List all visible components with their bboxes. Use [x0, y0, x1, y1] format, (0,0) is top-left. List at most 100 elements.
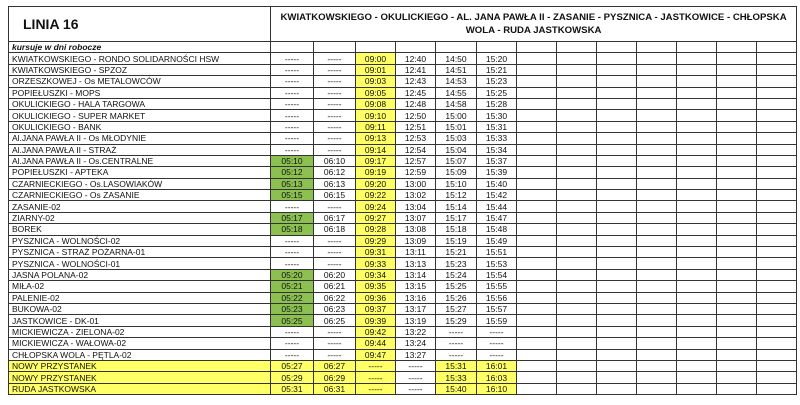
empty-cell: [676, 337, 717, 350]
empty-cell: [516, 234, 557, 248]
empty-cell: [716, 314, 757, 327]
stop-row: JASTKOWICE - DK-01 05:25 06:25 09:39 13:19 15…: [8, 314, 798, 327]
empty-cell: [596, 97, 637, 111]
departure-time: 09:14: [355, 143, 396, 156]
departure-time: 13:08: [395, 223, 436, 236]
departure-time: 15:21: [435, 246, 477, 259]
departure-time: -----: [355, 371, 396, 384]
stop-row: PYSZNICA - WOLNOŚCI-02 ----- ----- 09:29 13:…: [8, 234, 798, 248]
empty-cell: [516, 109, 557, 122]
departure-time: 15:18: [435, 223, 477, 236]
empty-cell: [636, 200, 677, 213]
departure-time: 05:27: [270, 359, 314, 373]
empty-cell: [516, 132, 557, 145]
departure-time: 15:33: [476, 132, 517, 145]
stop-row: ZASANIE-02 ----- ----- 09:24 13:04 15:14 15:44: [8, 200, 798, 213]
empty-cell: [676, 40, 717, 54]
empty-cell: [556, 154, 597, 168]
stop-row: NOWY PRZYSTANEK 05:29 06:29 ----- ----- 15:33…: [8, 371, 798, 384]
departure-time: 06:22: [313, 291, 356, 305]
departure-time: 15:44: [476, 200, 517, 213]
departure-time: 15:31: [476, 120, 517, 134]
departure-time: -----: [355, 382, 396, 396]
stop-name: PYSZNICA - WOLNOŚCI-01: [8, 257, 271, 270]
empty-cell: [676, 120, 717, 134]
departure-time: 13:14: [395, 268, 436, 282]
empty-cell: [516, 268, 557, 282]
departure-time: 15:48: [476, 223, 517, 236]
departure-time: 05:23: [270, 302, 314, 316]
empty-cell: [755, 154, 798, 168]
departure-time: 13:17: [395, 302, 436, 316]
empty-cell: [636, 337, 677, 350]
empty-cell: [716, 86, 757, 99]
empty-cell: [556, 257, 597, 270]
empty-cell: [755, 280, 798, 293]
departure-time: 12:57: [395, 154, 436, 168]
empty-cell: [676, 211, 717, 225]
empty-cell: [516, 325, 557, 339]
empty-cell: [716, 257, 757, 270]
departure-time: 16:01: [476, 359, 517, 373]
empty-cell: [556, 97, 597, 111]
empty-cell: [636, 234, 677, 248]
empty-cell: [716, 291, 757, 305]
departure-time: -----: [395, 382, 436, 396]
empty-cell: [676, 200, 717, 213]
stop-row: NOWY PRZYSTANEK 05:27 06:27 ----- ----- 15:31…: [8, 359, 798, 373]
departure-time: 13:27: [395, 348, 436, 361]
departure-time: 09:42: [355, 325, 396, 339]
empty-cell: [636, 143, 677, 156]
departure-time: 13:11: [395, 246, 436, 259]
empty-cell: [716, 337, 757, 350]
departure-time: 06:15: [313, 189, 356, 202]
empty-cell: [716, 359, 757, 373]
departure-time: 15:00: [435, 109, 477, 122]
empty-cell: [676, 348, 717, 361]
empty-cell: [435, 40, 477, 54]
timetable-body: LINIA 16 KWIATKOWSKIEGO - OKULICKIEGO - …: [8, 6, 798, 396]
empty-cell: [716, 200, 757, 213]
empty-cell: [716, 63, 757, 77]
empty-cell: [596, 166, 637, 179]
stop-row: POPIEŁUSZKI - APTEKA 05:12 06:12 09:19 12:59…: [8, 166, 798, 179]
empty-cell: [676, 166, 717, 179]
departure-time: 09:08: [355, 97, 396, 111]
departure-time: -----: [313, 52, 356, 65]
empty-cell: [636, 302, 677, 316]
empty-cell: [716, 52, 757, 65]
departure-time: -----: [395, 371, 436, 384]
empty-cell: [716, 302, 757, 316]
empty-cell: [755, 325, 798, 339]
empty-cell: [556, 325, 597, 339]
departure-time: 09:28: [355, 223, 396, 236]
empty-cell: [596, 177, 637, 191]
departure-time: -----: [270, 348, 314, 361]
empty-cell: [755, 166, 798, 179]
stop-name: NOWY PRZYSTANEK: [8, 371, 271, 384]
departure-time: 15:19: [435, 234, 477, 248]
departure-time: 13:22: [395, 325, 436, 339]
departure-time: 15:10: [435, 177, 477, 191]
departure-time: 13:07: [395, 211, 436, 225]
departure-time: 09:22: [355, 189, 396, 202]
empty-cell: [676, 382, 717, 396]
empty-cell: [636, 154, 677, 168]
departure-time: 06:12: [313, 166, 356, 179]
empty-cell: [636, 75, 677, 88]
empty-cell: [636, 291, 677, 305]
stop-row: KWIATKOWSKIEGO - SPZOZ ----- ----- 09:01 12:…: [8, 63, 798, 77]
departure-time: 09:33: [355, 257, 396, 270]
departure-time: -----: [435, 348, 477, 361]
stop-name: PYSZNICA - STRAŻ POŻARNA-01: [8, 246, 271, 259]
departure-time: 15:37: [476, 154, 517, 168]
departure-time: 06:21: [313, 280, 356, 293]
empty-cell: [596, 348, 637, 361]
empty-cell: [636, 109, 677, 122]
empty-cell: [676, 302, 717, 316]
departure-time: 09:13: [355, 132, 396, 145]
empty-cell: [556, 382, 597, 396]
departure-time: -----: [270, 63, 314, 77]
departure-time: 14:50: [435, 52, 477, 65]
departure-time: 05:10: [270, 154, 314, 168]
